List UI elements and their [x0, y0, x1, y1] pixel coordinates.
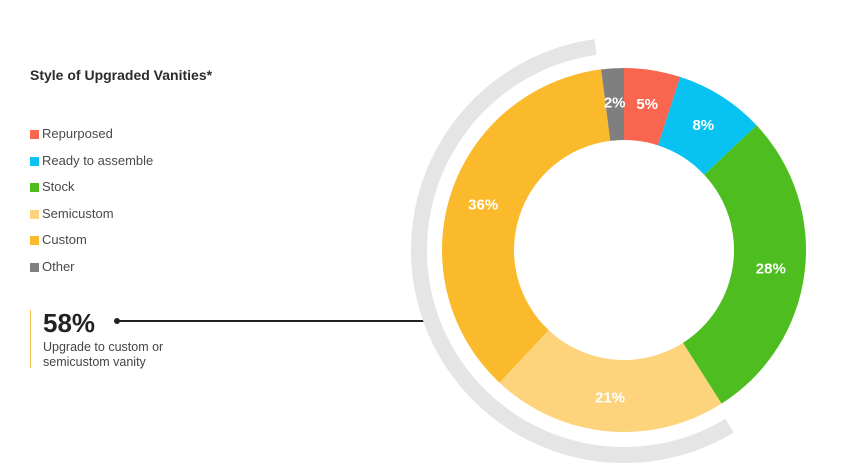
legend-swatch-repurposed [30, 130, 39, 139]
legend-item-other: Other [30, 259, 153, 286]
value-label-custom: 36% [468, 196, 498, 213]
legend-label-ready-to-assemble: Ready to assemble [42, 152, 154, 168]
slice-repurposed [624, 68, 681, 146]
legend-swatch-other [30, 262, 39, 272]
legend-item-stock: Stock [30, 179, 153, 206]
legend-swatch-semicustom [30, 209, 39, 219]
legend-item-repurposed: Repurposed [30, 126, 153, 153]
slice-custom [442, 69, 611, 383]
callout-value: 58% [43, 308, 96, 338]
legend: Repurposed Ready to assemble Stock Semic… [30, 126, 153, 285]
slice-stock [682, 125, 806, 404]
slice-ready-to-assemble [657, 76, 757, 175]
donut-slices [442, 68, 806, 433]
value-label-repurposed: 5% [636, 96, 658, 113]
legend-label-semicustom: Semicustom [42, 205, 114, 221]
legend-swatch-custom [30, 236, 39, 245]
callout-connector-line [116, 320, 428, 322]
slice-semicustom [499, 330, 722, 433]
value-label-stock: 28% [756, 261, 786, 278]
legend-swatch-stock [30, 183, 39, 192]
value-label-other: 2% [604, 94, 626, 111]
legend-label-repurposed: Repurposed [42, 126, 113, 141]
slice-other [601, 68, 624, 141]
legend-item-custom: Custom [30, 232, 153, 259]
callout-text: Upgrade to custom or semicustom vanity [43, 340, 164, 369]
legend-swatch-ready-to-assemble [30, 156, 39, 166]
callout: 58% Upgrade to custom or semicustom vani… [30, 308, 203, 369]
value-label-semicustom: 21% [595, 389, 625, 406]
legend-label-other: Other [42, 258, 75, 274]
legend-item-ready-to-assemble: Ready to assemble [30, 153, 153, 180]
decorative-outer-arc [411, 39, 734, 463]
legend-label-custom: Custom [42, 232, 87, 247]
legend-label-stock: Stock [42, 179, 75, 194]
legend-item-semicustom: Semicustom [30, 206, 153, 233]
chart-title: Style of Upgraded Vanities* [30, 67, 213, 83]
value-label-ready-to-assemble: 8% [692, 117, 714, 134]
donut-value-labels: 5% 8% 28% 21% 36% 2% [468, 94, 786, 406]
callout-connector-dot [114, 318, 120, 324]
